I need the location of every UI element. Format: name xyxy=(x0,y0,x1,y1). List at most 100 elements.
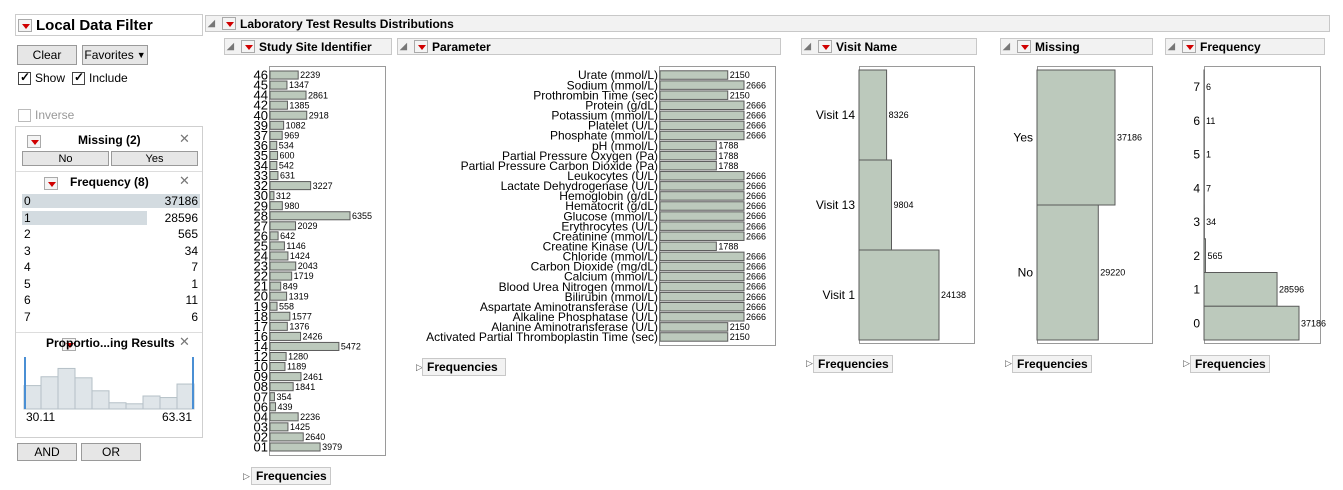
study-site-frequencies-button[interactable]: Frequencies xyxy=(251,467,331,485)
study-site-menu-icon[interactable] xyxy=(241,40,255,53)
parameter-header[interactable]: ◢ Parameter xyxy=(397,38,781,55)
expand-icon[interactable]: ▷ xyxy=(1183,358,1190,368)
bar-value-label: 37186 xyxy=(1301,318,1326,328)
bar-value-label: 2150 xyxy=(730,332,750,342)
visit-name-menu-icon[interactable] xyxy=(818,40,832,53)
missing-frequencies-button[interactable]: Frequencies xyxy=(1012,355,1092,373)
collapse-icon[interactable]: ◢ xyxy=(1003,41,1010,51)
bar-value-label: 2666 xyxy=(746,282,766,292)
filter-title: Local Data Filter xyxy=(36,16,153,34)
expand-icon[interactable]: ▷ xyxy=(806,358,813,368)
chart-bar xyxy=(269,80,288,90)
collapse-icon[interactable]: ◢ xyxy=(400,41,407,51)
bar-value-label: 1788 xyxy=(718,241,738,251)
frequency-filter-row[interactable]: 3 34 xyxy=(22,243,200,259)
close-icon[interactable]: ✕ xyxy=(179,173,190,188)
close-icon[interactable]: ✕ xyxy=(179,334,190,349)
frequency-header[interactable]: ◢ Frequency xyxy=(1165,38,1325,55)
collapse-icon[interactable]: ◢ xyxy=(804,41,811,51)
expand-icon[interactable]: ▷ xyxy=(1005,358,1012,368)
chart-bar xyxy=(269,221,297,231)
bar-value-label: 1385 xyxy=(289,100,309,110)
study-site-header[interactable]: ◢ Study Site Identifier xyxy=(224,38,392,55)
parameter-frequencies-button[interactable]: Frequencies xyxy=(422,358,506,376)
chart-bar xyxy=(269,442,321,452)
include-option[interactable]: Include xyxy=(72,70,128,85)
frequency-filter-row[interactable]: 0 37186 xyxy=(22,193,200,209)
visit-name-frequencies-button[interactable]: Frequencies xyxy=(813,355,893,373)
close-icon[interactable]: ✕ xyxy=(179,131,190,146)
frequency-filter-menu-icon[interactable] xyxy=(44,177,59,191)
missing-filter-title: Missing (2) xyxy=(78,133,141,147)
collapse-icon[interactable]: ◢ xyxy=(227,41,234,51)
chart-bar xyxy=(659,171,745,181)
bar-value-label: 980 xyxy=(284,201,299,211)
show-checkbox[interactable] xyxy=(18,70,31,85)
missing-option-yes[interactable]: Yes xyxy=(111,151,198,166)
bar-value-label: 3979 xyxy=(322,442,342,452)
favorites-dropdown[interactable]: Favorites ▼ xyxy=(82,45,148,65)
category-label: 37 xyxy=(254,128,268,143)
bar-value-label: 642 xyxy=(280,231,295,241)
inverse-checkbox[interactable] xyxy=(18,108,31,122)
frequency-filter-row[interactable]: 2 565 xyxy=(22,226,200,242)
report-header[interactable]: ◢ Laboratory Test Results Distributions xyxy=(205,15,1330,32)
visit-name-header[interactable]: ◢ Visit Name xyxy=(801,38,977,55)
missing-header[interactable]: ◢ Missing xyxy=(1000,38,1153,55)
bar-value-label: 2666 xyxy=(746,312,766,322)
bar-value-label: 354 xyxy=(276,392,291,402)
category-label: 20 xyxy=(254,289,268,304)
chart-bar xyxy=(659,322,729,332)
parameter-menu-icon[interactable] xyxy=(414,40,428,53)
local-data-filter-header[interactable]: Local Data Filter xyxy=(15,14,203,36)
category-label: 7 xyxy=(1193,80,1200,94)
proportion-histogram[interactable] xyxy=(23,357,195,410)
collapse-icon[interactable]: ◢ xyxy=(1168,41,1175,51)
frequency-frequencies-button[interactable]: Frequencies xyxy=(1190,355,1270,373)
bar-value-label: 2666 xyxy=(746,110,766,120)
inverse-option[interactable]: Inverse xyxy=(18,108,74,122)
chart-bar xyxy=(269,271,293,281)
clear-button[interactable]: Clear xyxy=(17,45,77,65)
show-option[interactable]: Show xyxy=(18,70,65,85)
range-handle-min xyxy=(24,357,26,409)
missing-option-no[interactable]: No xyxy=(22,151,109,166)
proportion-histogram-bar xyxy=(176,383,195,410)
category-label: 4 xyxy=(1193,181,1200,195)
bar-value-label: 2666 xyxy=(746,191,766,201)
category-label: 21 xyxy=(254,279,268,294)
missing-menu-icon[interactable] xyxy=(1017,40,1031,53)
report-menu-icon[interactable] xyxy=(222,17,236,30)
expand-icon[interactable]: ▷ xyxy=(416,362,423,372)
chart-bar xyxy=(269,140,278,150)
missing-filter-menu-icon[interactable] xyxy=(27,135,41,149)
frequency-filter-row[interactable]: 1 28596 xyxy=(22,210,200,226)
visit-name-chart: 8326 Visit 14 9804 Visit 13 24138 Visit 1 xyxy=(816,69,966,341)
frequency-filter-list[interactable]: 0 37186 1 28596 2 565 3 34 4 7 5 1 6 11 7 6 xyxy=(22,193,200,327)
frequency-menu-icon[interactable] xyxy=(1182,40,1196,53)
category-label: Alkaline Phosphatase (U/L) xyxy=(513,310,658,324)
proportion-max: 63.31 xyxy=(162,410,193,424)
category-label: Hemoglobin (g/dL) xyxy=(559,189,658,203)
chart-bar xyxy=(269,100,288,110)
collapse-icon[interactable]: ◢ xyxy=(208,18,215,28)
frequency-filter-row[interactable]: 6 11 xyxy=(22,292,200,308)
proportion-filter-menu-icon[interactable] xyxy=(61,338,76,352)
chart-bar xyxy=(659,312,745,322)
include-checkbox[interactable] xyxy=(72,70,85,85)
filter-menu-icon[interactable] xyxy=(18,18,32,32)
chart-bar xyxy=(659,261,745,272)
expand-icon[interactable]: ▷ xyxy=(243,471,250,481)
chart-bar xyxy=(659,211,745,221)
category-label: Sodium (mmol/L) xyxy=(567,78,658,92)
chart-bar xyxy=(269,362,286,372)
category-label: 39 xyxy=(254,118,268,133)
and-button[interactable]: AND xyxy=(17,443,77,461)
or-button[interactable]: OR xyxy=(81,443,141,461)
bar-value-label: 5472 xyxy=(341,342,361,352)
frequency-filter-row-count: 11 xyxy=(185,293,198,307)
